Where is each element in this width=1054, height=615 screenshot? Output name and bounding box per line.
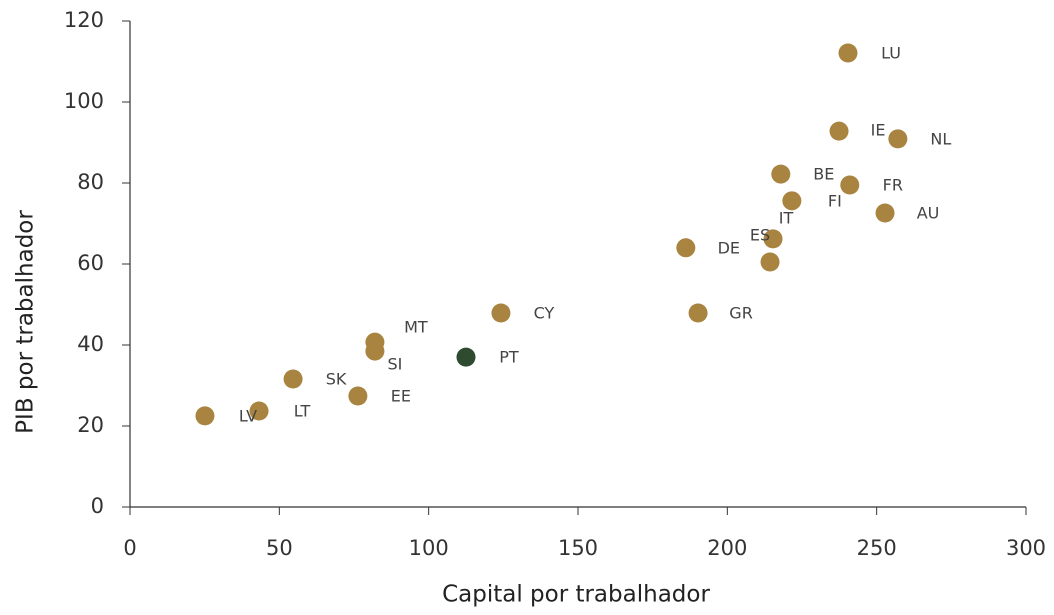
point <box>249 401 269 421</box>
point <box>763 229 783 249</box>
point <box>365 341 385 361</box>
point <box>838 43 858 63</box>
point-label: MT <box>404 318 428 337</box>
point <box>688 303 708 323</box>
point <box>840 175 860 195</box>
point-label: DE <box>718 238 740 257</box>
point <box>195 406 215 426</box>
point-label: NL <box>930 129 951 148</box>
y-tick-label: 120 <box>64 8 104 32</box>
x-tick-label: 200 <box>707 536 747 560</box>
point-label: SK <box>326 370 347 389</box>
point-label: FI <box>828 191 842 210</box>
point <box>875 203 895 223</box>
point-label: IE <box>871 121 886 140</box>
x-tick-label: 300 <box>1006 536 1046 560</box>
point-label: IT <box>779 208 794 227</box>
point-label: LV <box>239 406 257 425</box>
point-label: BE <box>813 165 834 184</box>
y-tick-label: 40 <box>77 332 104 356</box>
point <box>888 129 908 149</box>
point-label: CY <box>534 304 555 323</box>
x-tick-label: 100 <box>409 536 449 560</box>
x-tick-label: 50 <box>266 536 293 560</box>
y-tick-label: 20 <box>77 413 104 437</box>
point <box>491 303 511 323</box>
point-label: GR <box>729 304 753 323</box>
x-tick-label: 250 <box>857 536 897 560</box>
point <box>348 386 368 406</box>
point <box>456 347 476 367</box>
point-label: LU <box>881 43 901 62</box>
y-tick-label: 60 <box>77 251 104 275</box>
point <box>283 369 303 389</box>
x-tick-label: 0 <box>123 536 136 560</box>
point <box>771 164 791 184</box>
point-label: PT <box>499 348 519 367</box>
point <box>782 191 802 211</box>
y-tick-label: 0 <box>91 494 104 518</box>
point <box>760 252 780 272</box>
point-label: FR <box>883 176 903 195</box>
point <box>829 121 849 141</box>
y-axis-title: PIB por trabalhador <box>13 210 39 434</box>
point <box>676 238 696 258</box>
point-label: ES <box>750 225 770 244</box>
point-label: LT <box>294 402 311 421</box>
point-label: EE <box>391 387 411 406</box>
y-tick-label: 80 <box>77 170 104 194</box>
x-axis-title: Capital por trabalhador <box>442 582 710 608</box>
point-label: SI <box>387 355 402 374</box>
point-label: AU <box>917 203 940 222</box>
y-tick-label: 100 <box>64 89 104 113</box>
x-tick-label: 150 <box>558 536 598 560</box>
